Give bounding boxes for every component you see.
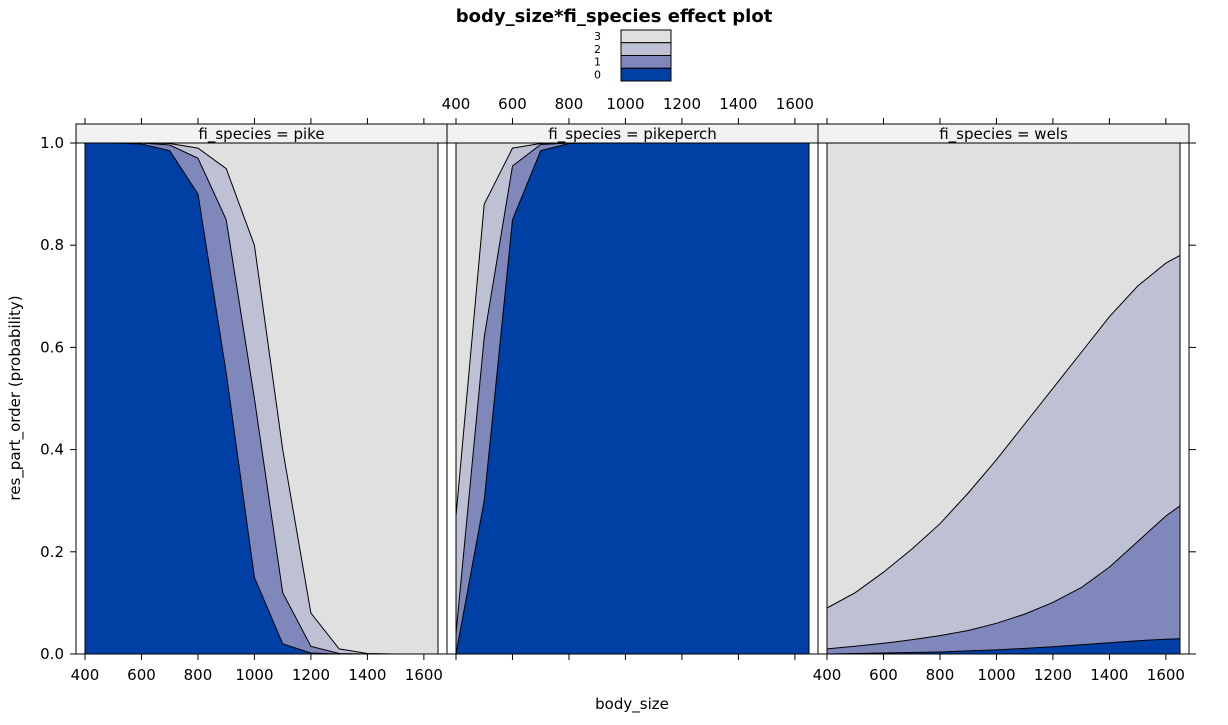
panel: fi_species = pike [75, 123, 448, 655]
strip-label: fi_species = wels [939, 125, 1068, 144]
y-tick-label: 0.2 [40, 543, 64, 561]
y-tick-label: 0.4 [40, 441, 64, 459]
area-level-2 [827, 255, 1180, 649]
area-level-3 [456, 143, 809, 516]
x-tick-label: 1200 [292, 666, 330, 684]
area-level-2 [85, 143, 438, 654]
x-tick-label: 800 [555, 95, 584, 113]
panel: fi_species = wels [817, 123, 1190, 655]
x-tick-label: 1200 [663, 95, 701, 113]
x-tick-label: 1000 [606, 95, 644, 113]
area-level-3 [827, 143, 1180, 608]
x-tick-label: 600 [869, 666, 898, 684]
x-tick-label: 600 [127, 666, 156, 684]
panel-border [817, 142, 1190, 655]
x-tick-label: 1400 [1090, 666, 1128, 684]
x-tick-label: 1400 [348, 666, 386, 684]
x-tick-label: 1600 [405, 666, 443, 684]
x-tick-label: 1200 [1034, 666, 1072, 684]
x-axes: 400 600 800 1000 1200 1400 1600 400 600 800 1000 12… [71, 95, 1185, 684]
area-level-3 [85, 143, 438, 654]
area-level-1 [85, 143, 438, 654]
legend-swatch [620, 67, 672, 82]
boundary-line [826, 638, 1181, 655]
strip-label: fi_species = pikeperch [548, 125, 717, 144]
y-axis-label: res_part_order (probability) [6, 295, 25, 500]
legend-swatch [620, 42, 672, 56]
chart-title: body_size*fi_species effect plot [456, 6, 773, 27]
boundary-line [826, 254, 1181, 609]
legend-label: 1 [594, 56, 601, 69]
x-tick-label: 1600 [1147, 666, 1185, 684]
x-tick-label: 1600 [776, 95, 814, 113]
y-tick-label: 0.8 [40, 236, 64, 254]
boundary-line [826, 505, 1181, 650]
legend-label: 3 [594, 30, 601, 43]
x-tick-label: 1000 [235, 666, 273, 684]
area-level-2 [456, 143, 809, 634]
x-tick-label: 800 [926, 666, 955, 684]
x-tick-label: 400 [813, 666, 842, 684]
x-tick-label: 800 [184, 666, 213, 684]
legend-swatch [620, 55, 672, 69]
legend-swatch [620, 29, 672, 44]
y-tick-label: 0.6 [40, 338, 64, 356]
y-tick-label: 1.0 [40, 134, 64, 152]
strip-label: fi_species = pike [198, 125, 324, 144]
y-axis-right [1189, 142, 1196, 655]
x-tick-label: 1000 [977, 666, 1015, 684]
legend-label: 0 [594, 68, 601, 81]
x-tick-label: 400 [71, 666, 100, 684]
y-tick-label: 0.0 [40, 645, 64, 663]
area-level-0 [85, 143, 438, 654]
y-axis: 0.0 0.2 0.4 0.6 0.8 1.0 [40, 134, 76, 663]
x-tick-label: 1400 [719, 95, 757, 113]
area-level-0 [827, 638, 1180, 654]
panels: fi_species = pike fi_species = pikeperch f… [75, 123, 1190, 655]
legend-label: 2 [594, 43, 601, 56]
x-tick-label: 600 [498, 95, 527, 113]
area-level-1 [827, 505, 1180, 654]
area-level-0 [456, 143, 809, 654]
panel: fi_species = pikeperch [446, 123, 819, 655]
x-axis-label: body_size [595, 695, 669, 714]
x-tick-label: 400 [442, 95, 471, 113]
